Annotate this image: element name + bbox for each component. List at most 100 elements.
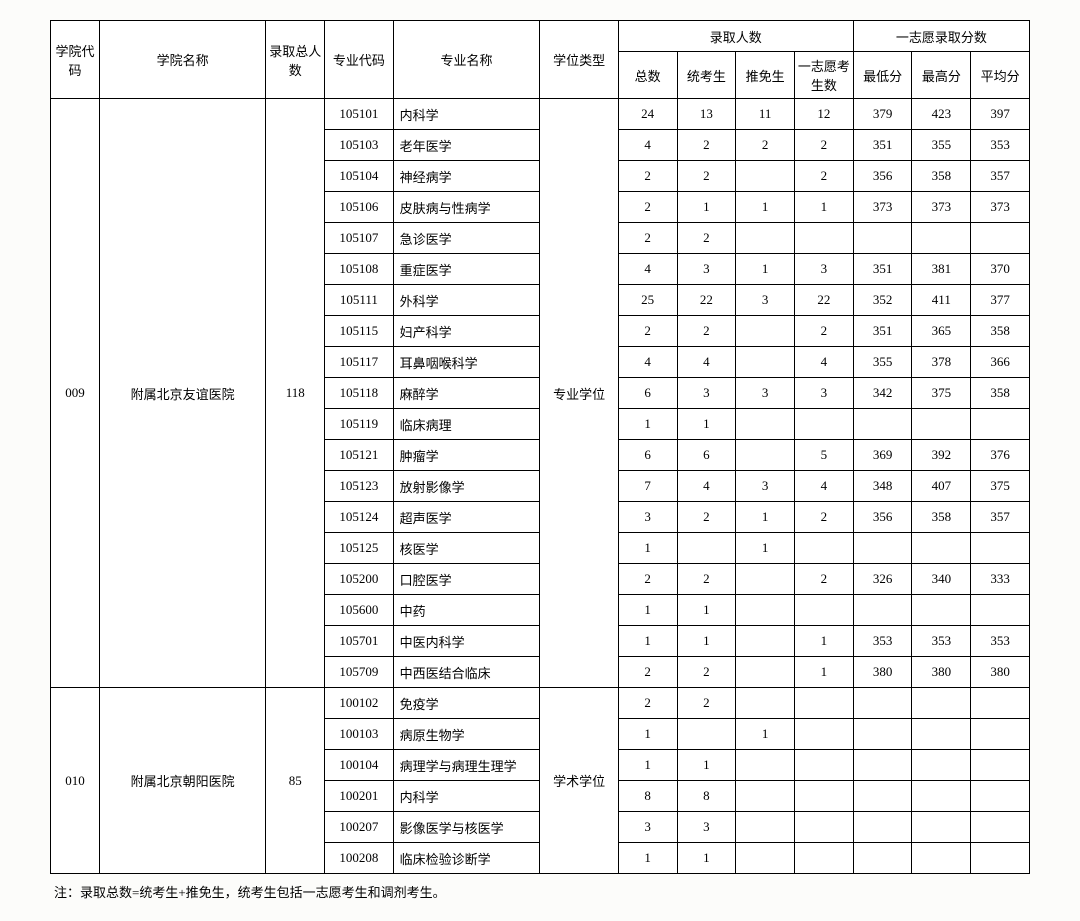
- cell-first: 2: [794, 161, 853, 192]
- cell-college-name: 附属北京友谊医院: [99, 99, 265, 688]
- cell-degree-type: 专业学位: [540, 99, 618, 688]
- cell-max: 423: [912, 99, 971, 130]
- cell-min: [853, 595, 912, 626]
- admission-table: 学院代码 学院名称 录取总人数 专业代码 专业名称 学位类型 录取人数 一志愿录…: [50, 20, 1030, 874]
- cell-major-code: 105106: [325, 192, 394, 223]
- cell-total: 2: [618, 192, 677, 223]
- cell-major-name: 放射影像学: [393, 471, 540, 502]
- cell-min: 351: [853, 316, 912, 347]
- cell-major-name: 病原生物学: [393, 719, 540, 750]
- cell-major-code: 100102: [325, 688, 394, 719]
- cell-first: [794, 409, 853, 440]
- cell-major-name: 临床病理: [393, 409, 540, 440]
- cell-exam: 3: [677, 812, 736, 843]
- cell-max: [912, 409, 971, 440]
- cell-major-code: 100103: [325, 719, 394, 750]
- cell-first: 22: [794, 285, 853, 316]
- cell-major-name: 超声医学: [393, 502, 540, 533]
- cell-max: 353: [912, 626, 971, 657]
- cell-max: 355: [912, 130, 971, 161]
- cell-exam: 3: [677, 378, 736, 409]
- cell-max: 407: [912, 471, 971, 502]
- cell-min: 348: [853, 471, 912, 502]
- col-degree-type: 学位类型: [540, 21, 618, 99]
- cell-min: 369: [853, 440, 912, 471]
- cell-major-code: 105118: [325, 378, 394, 409]
- col-major-code: 专业代码: [325, 21, 394, 99]
- cell-max: [912, 750, 971, 781]
- cell-first: [794, 843, 853, 874]
- cell-max: [912, 812, 971, 843]
- cell-major-name: 老年医学: [393, 130, 540, 161]
- cell-degree-type: 学术学位: [540, 688, 618, 874]
- cell-max: 392: [912, 440, 971, 471]
- cell-avg: 370: [971, 254, 1030, 285]
- cell-recommend: [736, 626, 795, 657]
- cell-recommend: [736, 688, 795, 719]
- cell-avg: 380: [971, 657, 1030, 688]
- cell-exam: 2: [677, 502, 736, 533]
- cell-college-code: 009: [51, 99, 100, 688]
- cell-recommend: [736, 843, 795, 874]
- cell-total: 1: [618, 595, 677, 626]
- cell-major-code: 105107: [325, 223, 394, 254]
- cell-min: 351: [853, 254, 912, 285]
- table-row: 010附属北京朝阳医院85100102免疫学学术学位22: [51, 688, 1030, 719]
- cell-recommend: 3: [736, 378, 795, 409]
- col-avg: 平均分: [971, 52, 1030, 99]
- cell-recommend: [736, 409, 795, 440]
- cell-major-code: 100104: [325, 750, 394, 781]
- cell-max: [912, 223, 971, 254]
- cell-min: 356: [853, 502, 912, 533]
- cell-exam: 1: [677, 750, 736, 781]
- cell-first: 4: [794, 471, 853, 502]
- cell-total: 4: [618, 130, 677, 161]
- cell-avg: 377: [971, 285, 1030, 316]
- cell-min: [853, 409, 912, 440]
- cell-first: 2: [794, 130, 853, 161]
- cell-total: 1: [618, 750, 677, 781]
- cell-college-name: 附属北京朝阳医院: [99, 688, 265, 874]
- cell-min: 351: [853, 130, 912, 161]
- cell-avg: 333: [971, 564, 1030, 595]
- cell-recommend: [736, 595, 795, 626]
- cell-min: [853, 223, 912, 254]
- cell-total: 2: [618, 688, 677, 719]
- cell-major-code: 105101: [325, 99, 394, 130]
- cell-major-code: 105200: [325, 564, 394, 595]
- cell-max: [912, 781, 971, 812]
- cell-avg: 376: [971, 440, 1030, 471]
- cell-max: 380: [912, 657, 971, 688]
- cell-total: 24: [618, 99, 677, 130]
- cell-recommend: [736, 316, 795, 347]
- cell-first: [794, 533, 853, 564]
- cell-major-name: 耳鼻咽喉科学: [393, 347, 540, 378]
- cell-min: [853, 812, 912, 843]
- cell-total: 1: [618, 843, 677, 874]
- cell-major-name: 外科学: [393, 285, 540, 316]
- cell-major-name: 临床检验诊断学: [393, 843, 540, 874]
- cell-avg: 357: [971, 502, 1030, 533]
- cell-first: [794, 781, 853, 812]
- cell-exam: 1: [677, 843, 736, 874]
- cell-total-admitted: 118: [266, 99, 325, 688]
- cell-first: 1: [794, 192, 853, 223]
- cell-first: [794, 688, 853, 719]
- cell-major-name: 免疫学: [393, 688, 540, 719]
- cell-total: 1: [618, 533, 677, 564]
- cell-first: 4: [794, 347, 853, 378]
- cell-avg: 358: [971, 316, 1030, 347]
- col-total-admitted: 录取总人数: [266, 21, 325, 99]
- cell-exam: 22: [677, 285, 736, 316]
- cell-max: 358: [912, 502, 971, 533]
- cell-min: [853, 781, 912, 812]
- cell-recommend: [736, 564, 795, 595]
- cell-exam: 4: [677, 347, 736, 378]
- cell-exam: 2: [677, 657, 736, 688]
- cell-first: 3: [794, 378, 853, 409]
- cell-major-name: 口腔医学: [393, 564, 540, 595]
- col-college-code: 学院代码: [51, 21, 100, 99]
- cell-total: 4: [618, 254, 677, 285]
- col-max: 最高分: [912, 52, 971, 99]
- cell-recommend: 1: [736, 533, 795, 564]
